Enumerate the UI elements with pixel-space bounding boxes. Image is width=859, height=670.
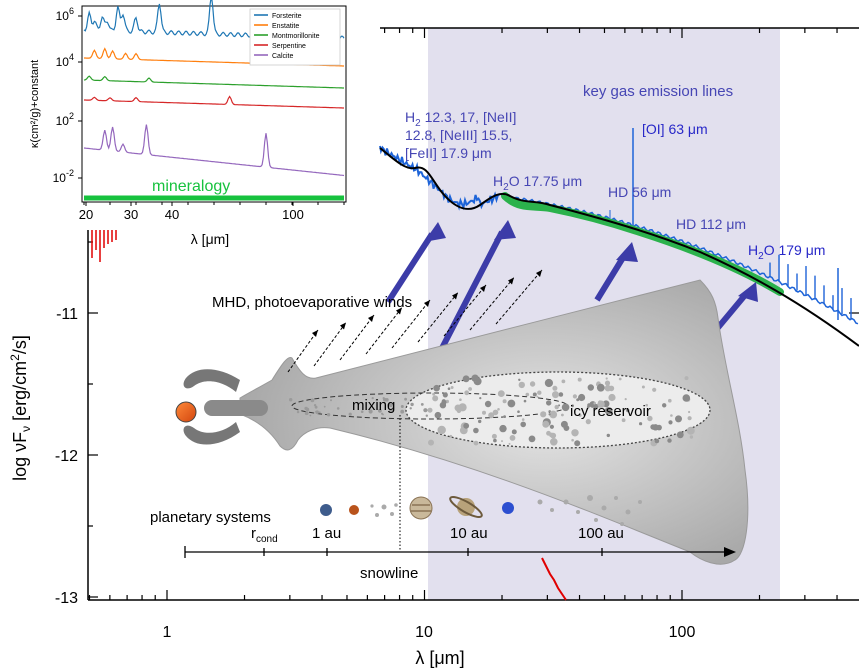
jet-left-lower <box>183 422 240 445</box>
x-tick-100: 100 <box>669 624 696 641</box>
wind-arrows <box>287 269 543 373</box>
neptune-icon <box>502 502 514 514</box>
inset-legend-entry: Forsterite <box>272 13 302 20</box>
planetary-systems-label: planetary systems <box>150 509 271 526</box>
emission-arrows <box>385 220 758 354</box>
inset-x-tick: 20 <box>79 207 93 222</box>
inset-y-tick: 10-2 <box>53 168 74 185</box>
inset-chart: mineralogy 106 104 102 10-2 20 30 40 100 κ(cm²… <box>0 0 350 247</box>
inset-y-tick: 102 <box>56 111 74 128</box>
icy-reservoir-label: icy reservoir <box>570 403 651 420</box>
inner-jet <box>204 400 268 416</box>
neiii-label: 12.8, [NeIII] 15.5, <box>405 127 512 143</box>
y-tick-13: -13 <box>55 590 78 607</box>
hd-112-label: HD 112 μm <box>676 216 746 232</box>
hd-56-label: HD 56 μm <box>608 184 671 200</box>
inset-x-tick: 40 <box>165 207 179 222</box>
snowline-label: snowline <box>360 565 418 582</box>
inset-y-label: κ(cm²/g)+constant <box>29 60 41 148</box>
sed-model-curve <box>379 147 859 347</box>
h2-lines-label: H2 12.3, 17, [NeII] <box>405 109 516 129</box>
mars-icon <box>349 505 359 515</box>
winds-label: MHD, photoevaporative winds <box>212 294 412 311</box>
inset-legend-entry: Calcite <box>272 53 294 60</box>
inset-band-label: mineralogy <box>152 178 230 195</box>
disk-schematic <box>175 279 749 565</box>
dust-grains <box>289 374 695 447</box>
inset-legend-entry: Serpentine <box>272 43 306 50</box>
feii-label: [FeII] 17.9 μm <box>405 145 492 161</box>
red-spectrum-left <box>91 230 117 262</box>
inset-legend-entry: Montmorillonite <box>272 33 320 40</box>
inset-legend: Forsterite Enstatite Montmorillonite Serpen… <box>249 8 341 66</box>
planets <box>320 495 642 526</box>
inset-x-label: λ [μm] <box>191 231 229 247</box>
jupiter-icon <box>409 496 433 520</box>
main-axes <box>87 27 859 601</box>
inset-x-tick: 30 <box>124 207 138 222</box>
x-tick-1: 1 <box>163 624 172 641</box>
au100-label: 100 au <box>578 525 624 542</box>
red-spectrum-bottom <box>541 557 567 601</box>
inset-x-tick-labels: 20 30 40 100 <box>79 207 304 222</box>
rcond-label: rcond <box>251 525 278 545</box>
mixing-label: mixing <box>352 397 395 414</box>
inset-ticks <box>78 15 345 206</box>
main-ticks <box>88 28 859 600</box>
au1-label: 1 au <box>312 525 341 542</box>
inset-y-tick: 104 <box>56 52 74 69</box>
y-tick-12: -12 <box>55 448 78 465</box>
icy-reservoir-ellipse <box>405 371 711 449</box>
inset-x-tick: 100 <box>282 207 304 222</box>
y-tick-11: -11 <box>56 306 78 323</box>
x-axis-label: λ [μm] <box>415 648 464 668</box>
star-icon <box>175 401 197 423</box>
y-axis-label: log νFν [erg/cm2/s] <box>8 335 33 481</box>
oi-63-label: [OI] 63 μm <box>642 121 708 137</box>
inset-y-tick: 106 <box>56 6 74 23</box>
inset-y-tick-labels: 106 104 102 10-2 <box>53 6 74 185</box>
h2o-179-label: H2O 179 μm <box>748 242 825 262</box>
h2o-17-label: H2O 17.75 μm <box>493 173 582 193</box>
inset-legend-entry: Enstatite <box>272 23 299 30</box>
gas-lines-title: key gas emission lines <box>583 83 733 100</box>
au10-label: 10 au <box>450 525 488 542</box>
earth-icon <box>320 504 332 516</box>
distance-scale <box>184 546 736 558</box>
jet-left <box>183 369 240 392</box>
x-tick-10: 10 <box>415 624 433 641</box>
saturn-icon <box>457 498 475 516</box>
